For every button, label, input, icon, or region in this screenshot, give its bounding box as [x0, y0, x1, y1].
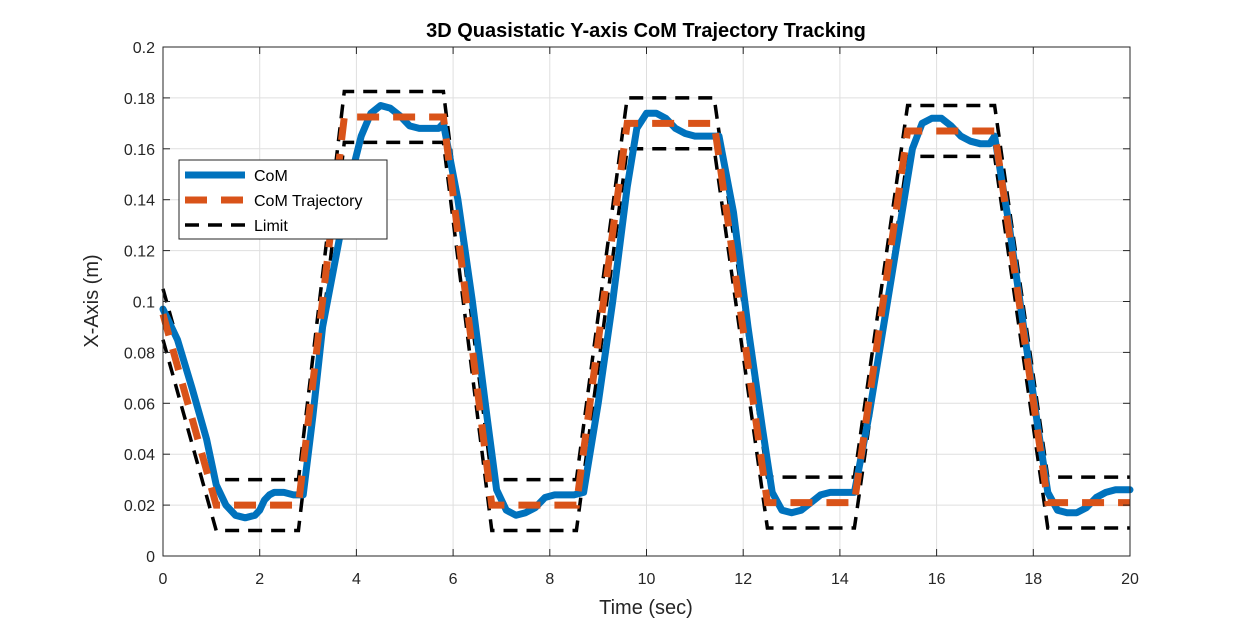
legend-label-limit: Limit	[254, 218, 288, 235]
x-tick-label: 14	[831, 571, 849, 588]
y-tick-label: 0.12	[124, 244, 155, 261]
y-tick-label: 0.02	[124, 498, 155, 515]
y-tick-label: 0.14	[124, 193, 155, 210]
x-tick-label: 16	[928, 571, 946, 588]
series-group	[159, 89, 1134, 533]
y-tick-label: 0.04	[124, 447, 155, 464]
x-tick-label: 18	[1024, 571, 1042, 588]
y-axis-label: X-Axis (m)	[81, 254, 103, 347]
x-tick-label: 12	[734, 571, 752, 588]
series-com-trajectory-line	[159, 113, 1130, 509]
legend-label-com: CoM	[254, 168, 288, 185]
x-tick-label: 8	[545, 571, 554, 588]
y-tick-label: 0	[146, 549, 155, 566]
y-tick-label: 0.16	[124, 142, 155, 159]
x-tick-label: 4	[352, 571, 361, 588]
y-tick-label: 0.2	[133, 40, 155, 57]
chart-title: 3D Quasistatic Y-axis CoM Trajectory Tra…	[426, 20, 866, 42]
x-axis-label: Time (sec)	[599, 597, 693, 619]
x-tick-label: 2	[255, 571, 264, 588]
x-tick-label: 20	[1121, 571, 1139, 588]
y-tick-label: 0.18	[124, 91, 155, 108]
legend-label-com-trajectory: CoM Trajectory	[254, 193, 362, 210]
x-tick-label: 6	[449, 571, 458, 588]
legend: CoM CoM Trajectory Limit	[178, 159, 388, 240]
ticks: 0 2 4 6 8 10 12 14 16 18 20 0 0.02 0.04 0.06 0.08 0.1 0.1…	[124, 40, 1139, 588]
x-tick-label: 0	[159, 571, 168, 588]
x-tick-label: 10	[638, 571, 656, 588]
y-tick-label: 0.06	[124, 396, 155, 413]
plot-area: 0 2 4 6 8 10 12 14 16 18 20 0 0.02 0.04 0.06 0.08 0.1 0.1…	[124, 40, 1139, 588]
y-tick-label: 0.08	[124, 345, 155, 362]
y-tick-label: 0.1	[133, 295, 155, 312]
series-com-line	[159, 102, 1134, 522]
